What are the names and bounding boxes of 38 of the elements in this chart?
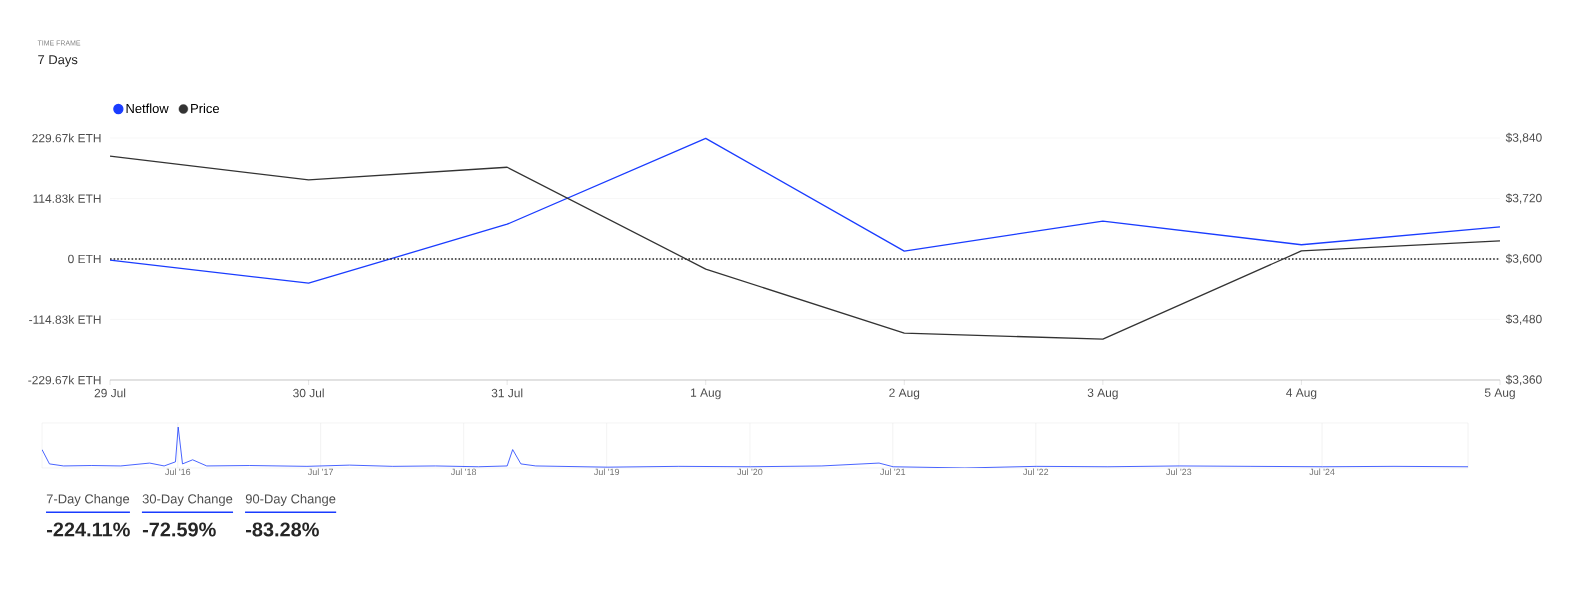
y2-tick-label: $3,480	[1505, 314, 1542, 325]
x-tick-label: 1 Aug	[691, 388, 721, 400]
x-tick-label: Jul '19	[594, 468, 620, 476]
x-tick-label: 2 Aug	[889, 388, 920, 400]
y2-tick-label: $3,720	[1505, 193, 1542, 204]
text: 90-Day Change	[245, 493, 336, 507]
y-tick-label: -229.67k ETH	[28, 375, 101, 385]
y2-tick-label: $3,840	[1505, 132, 1542, 144]
legend-label: Price	[191, 103, 219, 114]
x-tick-label: Jul '21	[880, 468, 906, 476]
x-tick-label: 29 Jul	[94, 388, 126, 398]
x-tick-label: 5 Aug	[1484, 388, 1515, 400]
line-series	[109, 137, 1501, 284]
legend-label: Netflow	[126, 103, 169, 114]
y-tick-label: 229.67k ETH	[32, 133, 101, 143]
x-tick-label: 4 Aug	[1286, 388, 1317, 400]
text: 30-Day Change	[142, 493, 233, 507]
y2-tick-label: $3,360	[1505, 374, 1542, 386]
text: -83.28%	[246, 522, 319, 537]
line-series	[109, 155, 1501, 340]
x-tick-label: Jul '24	[1309, 468, 1335, 476]
x-tick-label: Jul '17	[307, 468, 333, 476]
y2-tick-label: $3,600	[1505, 253, 1542, 265]
x-tick-label: 3 Aug	[1087, 388, 1118, 400]
y-tick-label: -114.83k ETH	[29, 315, 101, 324]
x-tick-label: Jul '16	[165, 468, 191, 476]
y-tick-label: 0 ETH	[68, 254, 101, 264]
y-tick-label: 114.83k ETH	[33, 194, 101, 203]
text: -224.11%	[47, 522, 130, 537]
x-tick-label: Jul '20	[737, 468, 763, 476]
text: 7 Days	[38, 55, 78, 67]
text: -72.59%	[142, 522, 216, 537]
text: 7-Day Change	[46, 493, 130, 507]
x-tick-label: Jul '22	[1023, 468, 1049, 476]
x-tick-label: 30 Jul	[293, 388, 324, 398]
x-tick-label: Jul '23	[1166, 468, 1192, 476]
x-tick-label: Jul '18	[451, 468, 477, 476]
x-tick-label: 31 Jul	[491, 388, 523, 398]
